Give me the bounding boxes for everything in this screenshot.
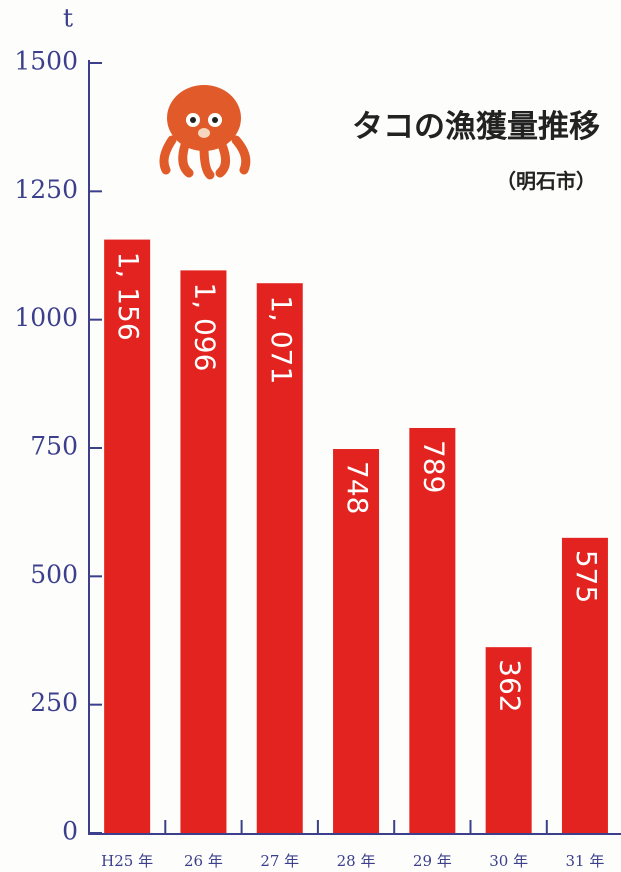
y-axis-label: t bbox=[63, 4, 73, 33]
x-tick-label: 31 年 bbox=[566, 852, 605, 870]
octopus-icon bbox=[159, 85, 251, 180]
bar bbox=[561, 537, 608, 833]
x-tick-label: 29 年 bbox=[413, 852, 452, 870]
value-label: 748 bbox=[341, 461, 374, 514]
value-label: 1, 156 bbox=[112, 252, 145, 341]
bar bbox=[409, 427, 456, 833]
x-tick-label: 26 年 bbox=[184, 852, 223, 870]
bar bbox=[104, 239, 151, 833]
bar bbox=[180, 270, 227, 833]
y-tick-label: 1500 bbox=[14, 47, 78, 76]
chart-subtitle: （明石市） bbox=[496, 169, 596, 193]
value-label: 575 bbox=[570, 550, 603, 603]
bar bbox=[256, 283, 303, 834]
y-tick-label: 250 bbox=[30, 688, 78, 717]
x-tick-label: 27 年 bbox=[260, 852, 299, 870]
value-label: 789 bbox=[417, 440, 450, 493]
bar bbox=[485, 647, 532, 833]
x-tick-label: 30 年 bbox=[489, 852, 528, 870]
value-label: 1, 096 bbox=[188, 282, 221, 371]
chart-title: タコの漁獲量推移 bbox=[352, 109, 600, 145]
bar bbox=[333, 449, 380, 833]
value-label: 362 bbox=[494, 659, 527, 712]
y-tick-label: 750 bbox=[30, 432, 78, 461]
x-tick-label: H25 年 bbox=[101, 852, 153, 870]
value-label: 1, 071 bbox=[265, 295, 298, 384]
y-tick-label: 1000 bbox=[14, 303, 78, 332]
x-tick-label: 28 年 bbox=[337, 852, 376, 870]
y-tick-label: 0 bbox=[62, 817, 78, 846]
y-tick-label: 1250 bbox=[14, 175, 78, 204]
y-tick-label: 500 bbox=[30, 560, 78, 589]
